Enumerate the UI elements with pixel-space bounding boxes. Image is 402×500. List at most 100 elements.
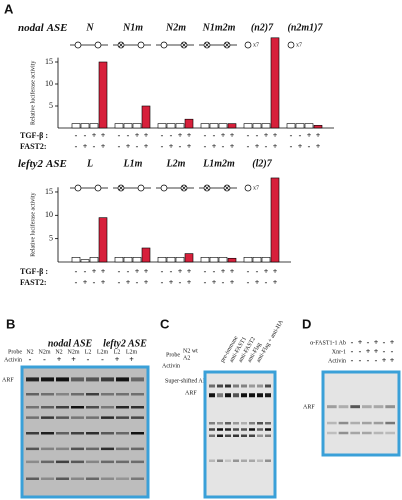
icon-mut: [224, 42, 230, 48]
icon-mut: [181, 42, 187, 48]
sign: -: [204, 142, 207, 151]
bar: [71, 257, 81, 263]
probe-value: N2 wt: [183, 348, 198, 354]
sign: +: [221, 267, 226, 276]
bar: [227, 123, 237, 129]
gel-band: [26, 406, 39, 409]
gel-band: [217, 384, 223, 388]
sign: -: [127, 131, 130, 140]
y-tick-label: 15: [45, 57, 53, 66]
gel-band: [265, 459, 271, 462]
gel-band: [257, 434, 263, 437]
group-label: L2m: [166, 158, 186, 169]
sign: +: [316, 131, 321, 140]
gel-band: [338, 421, 349, 425]
sign: +: [273, 142, 278, 151]
gel-band: [233, 428, 239, 431]
gel-band: [26, 447, 39, 451]
sign: -: [256, 267, 259, 276]
gel-band: [56, 432, 69, 435]
gel-band: [41, 393, 54, 396]
sign: +: [126, 142, 131, 151]
row-label: TGF-β :: [20, 131, 48, 140]
gel-band: [257, 384, 263, 388]
sign: +: [101, 131, 106, 140]
sign: +: [390, 356, 395, 365]
sign: -: [256, 131, 259, 140]
sign: -: [93, 278, 96, 287]
gel-band: [26, 416, 39, 419]
bar: [252, 257, 262, 263]
sign: -: [179, 142, 182, 151]
bar: [98, 217, 108, 263]
row-label: Activin: [162, 363, 180, 369]
lane-label: N2m: [68, 349, 80, 355]
sign: +: [83, 142, 88, 151]
sign: -: [247, 142, 250, 151]
gel-band: [241, 393, 247, 398]
y-tick-label: 10: [45, 79, 53, 88]
sign: -: [391, 347, 394, 356]
sign: -: [204, 131, 207, 140]
gel-band: [350, 405, 360, 409]
gel-band: [385, 405, 395, 409]
icon-site: [244, 41, 252, 49]
gel-band: [233, 459, 239, 462]
bar: [132, 123, 142, 129]
sign: +: [144, 267, 149, 276]
icon-site: [160, 41, 168, 49]
gel-band: [71, 416, 84, 419]
gel-band: [26, 393, 39, 396]
gel-band: [131, 393, 144, 396]
sign: -: [93, 142, 96, 151]
bar: [261, 123, 271, 129]
sign: -: [101, 355, 104, 364]
bar: [261, 257, 271, 263]
sign: +: [101, 142, 106, 151]
sign: -: [359, 356, 362, 365]
gel-band: [385, 431, 395, 435]
sign: +: [71, 355, 76, 364]
gel-band: [86, 377, 99, 382]
icon-site: [137, 41, 145, 49]
gel-band: [265, 393, 271, 398]
bar: [157, 257, 167, 263]
y-tick-label: 5: [49, 233, 53, 242]
sign: +: [187, 267, 192, 276]
sign: +: [144, 142, 149, 151]
gel-band: [71, 393, 84, 396]
group-label: (n2m1)7: [288, 22, 324, 33]
gel-band: [71, 377, 84, 382]
gel-band: [385, 421, 395, 425]
lane-label: N2: [55, 349, 62, 355]
gel-band: [233, 384, 239, 388]
sign: +: [187, 131, 192, 140]
sign: -: [179, 278, 182, 287]
gel-band: [217, 422, 223, 425]
bar: [184, 253, 194, 263]
group-label: N1m: [122, 22, 143, 33]
arf-label: ARF: [185, 390, 197, 396]
gel-band: [225, 459, 231, 462]
sign: -: [308, 142, 311, 151]
gel-band: [41, 477, 54, 480]
bar: [218, 257, 228, 263]
gel-band: [233, 393, 239, 398]
gel-band: [131, 377, 144, 382]
gel-band: [86, 416, 99, 419]
sign: +: [135, 267, 140, 276]
row-label: Activin: [4, 357, 22, 363]
bar: [80, 259, 90, 263]
bar: [175, 257, 185, 263]
gel-band: [373, 421, 384, 425]
icon-site: [74, 41, 82, 49]
sign: +: [144, 278, 149, 287]
gel: [20, 365, 150, 499]
bar: [80, 123, 90, 129]
sign: -: [161, 131, 164, 140]
gel-band: [41, 447, 54, 451]
bar: [270, 37, 280, 129]
sign: +: [187, 278, 192, 287]
gel-band: [209, 434, 215, 437]
sign: -: [29, 355, 32, 364]
